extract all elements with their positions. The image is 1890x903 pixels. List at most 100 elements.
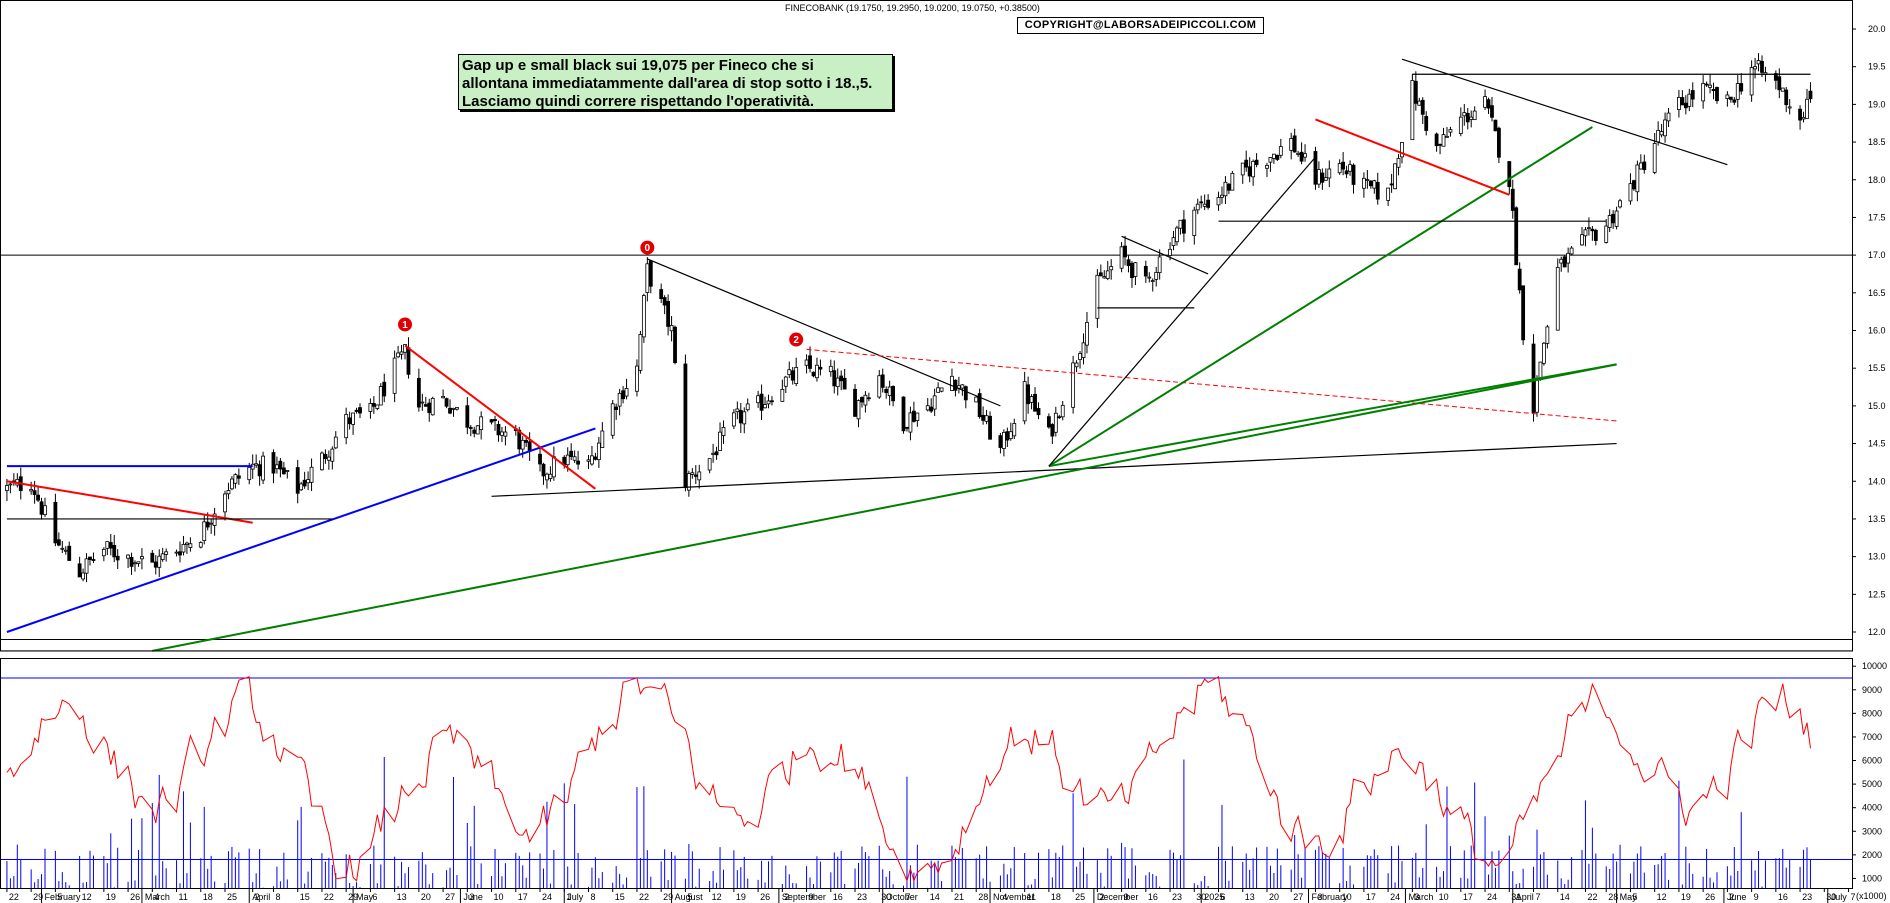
candle-down — [150, 552, 155, 563]
candle-down — [1690, 90, 1695, 100]
candle — [333, 431, 338, 450]
day-tick-label: 9 — [1754, 892, 1759, 902]
day-tick-label: 2 — [1099, 892, 1104, 902]
candle — [1593, 228, 1598, 246]
candle-down — [108, 542, 113, 549]
candle-up — [1071, 362, 1076, 408]
candle-up — [479, 416, 484, 430]
candle — [1545, 324, 1550, 349]
candle — [226, 482, 231, 500]
candle-up — [1230, 172, 1235, 191]
candle — [344, 407, 349, 445]
candle — [1732, 97, 1737, 105]
candle-down — [1704, 83, 1709, 86]
candle-up — [1787, 106, 1792, 109]
candle-up — [1078, 353, 1082, 360]
candle — [275, 456, 279, 474]
candle — [818, 359, 823, 376]
candle-up — [520, 439, 525, 450]
candle-down — [1611, 213, 1616, 224]
candle — [1012, 418, 1017, 440]
candle — [1362, 172, 1366, 198]
candle — [1514, 206, 1519, 266]
candle — [43, 497, 47, 517]
candle — [828, 359, 833, 377]
candle — [378, 383, 383, 406]
candle — [877, 369, 882, 399]
candle-up — [1147, 276, 1152, 279]
candle — [548, 466, 553, 482]
candle — [1351, 163, 1356, 194]
candle — [63, 546, 68, 555]
candle — [1497, 126, 1501, 164]
candle — [884, 386, 889, 399]
candle-up — [863, 394, 868, 406]
day-tick-label: 30 — [1826, 892, 1836, 902]
candle-up — [1555, 267, 1560, 331]
candle — [1199, 195, 1204, 209]
candle — [839, 370, 844, 391]
day-tick-label: 27 — [1293, 892, 1303, 902]
candle — [1618, 198, 1622, 209]
candle — [697, 464, 702, 489]
candle-down — [281, 467, 286, 475]
annotation-line-2: allontana immediatammente dall'area di s… — [462, 75, 873, 92]
day-tick-label: 7 — [1536, 892, 1541, 902]
candle-up — [451, 407, 456, 410]
candle — [375, 404, 380, 411]
candle — [1178, 219, 1183, 235]
candle-up — [1022, 381, 1027, 422]
candle-up — [212, 513, 217, 526]
candle-up — [320, 452, 324, 471]
candle-up — [399, 351, 404, 355]
candle-up — [641, 295, 646, 338]
candle-up — [635, 365, 639, 392]
price-tick-label: 20.0 — [1868, 24, 1886, 34]
candle-up — [1133, 262, 1138, 277]
candle — [669, 315, 674, 342]
day-tick-label: 16 — [1148, 892, 1158, 902]
candle — [794, 357, 799, 387]
candle-down — [1299, 151, 1304, 162]
candle-down — [1199, 201, 1204, 204]
candle-down — [1226, 183, 1231, 191]
candle — [299, 481, 304, 492]
wave-label-2: 2 — [789, 332, 804, 347]
candle-down — [593, 456, 598, 460]
day-tick-label: 20 — [421, 892, 431, 902]
trendline — [647, 258, 1001, 407]
day-tick-label: 5 — [1632, 892, 1637, 902]
day-tick-label: 30 — [881, 892, 891, 902]
candle — [1348, 160, 1352, 176]
day-tick-label: 14 — [1560, 892, 1570, 902]
day-tick-label: 24 — [1390, 892, 1400, 902]
day-tick-label: 11 — [1027, 892, 1036, 902]
candle-down — [1413, 80, 1418, 104]
candle-down — [770, 400, 774, 403]
day-tick-label: 9 — [809, 892, 814, 902]
candle — [988, 411, 992, 440]
candle — [1247, 157, 1252, 183]
candle — [538, 447, 542, 472]
annotation-line-3: Lasciamo quindi correre rispettando l'op… — [462, 93, 814, 110]
candle — [358, 403, 362, 419]
candle — [209, 519, 214, 534]
candle-down — [621, 390, 626, 400]
candle — [465, 397, 470, 435]
day-tick-label: 14 — [930, 892, 940, 902]
trendline — [1315, 118, 1510, 196]
candle-up — [1202, 203, 1207, 207]
volume-tick-label: 7000 — [1862, 732, 1882, 742]
candle-up — [1372, 180, 1377, 189]
day-tick-label: 27 — [445, 892, 455, 902]
candle-up — [188, 543, 193, 548]
candle — [1490, 96, 1494, 122]
volume-tick-label: 1000 — [1862, 873, 1882, 883]
candle-down — [1033, 393, 1037, 412]
candle — [929, 398, 934, 413]
candle-up — [1362, 177, 1366, 189]
candle — [1289, 132, 1294, 160]
candle-down — [662, 297, 667, 306]
candle-down — [808, 355, 812, 369]
candle — [1095, 269, 1100, 328]
